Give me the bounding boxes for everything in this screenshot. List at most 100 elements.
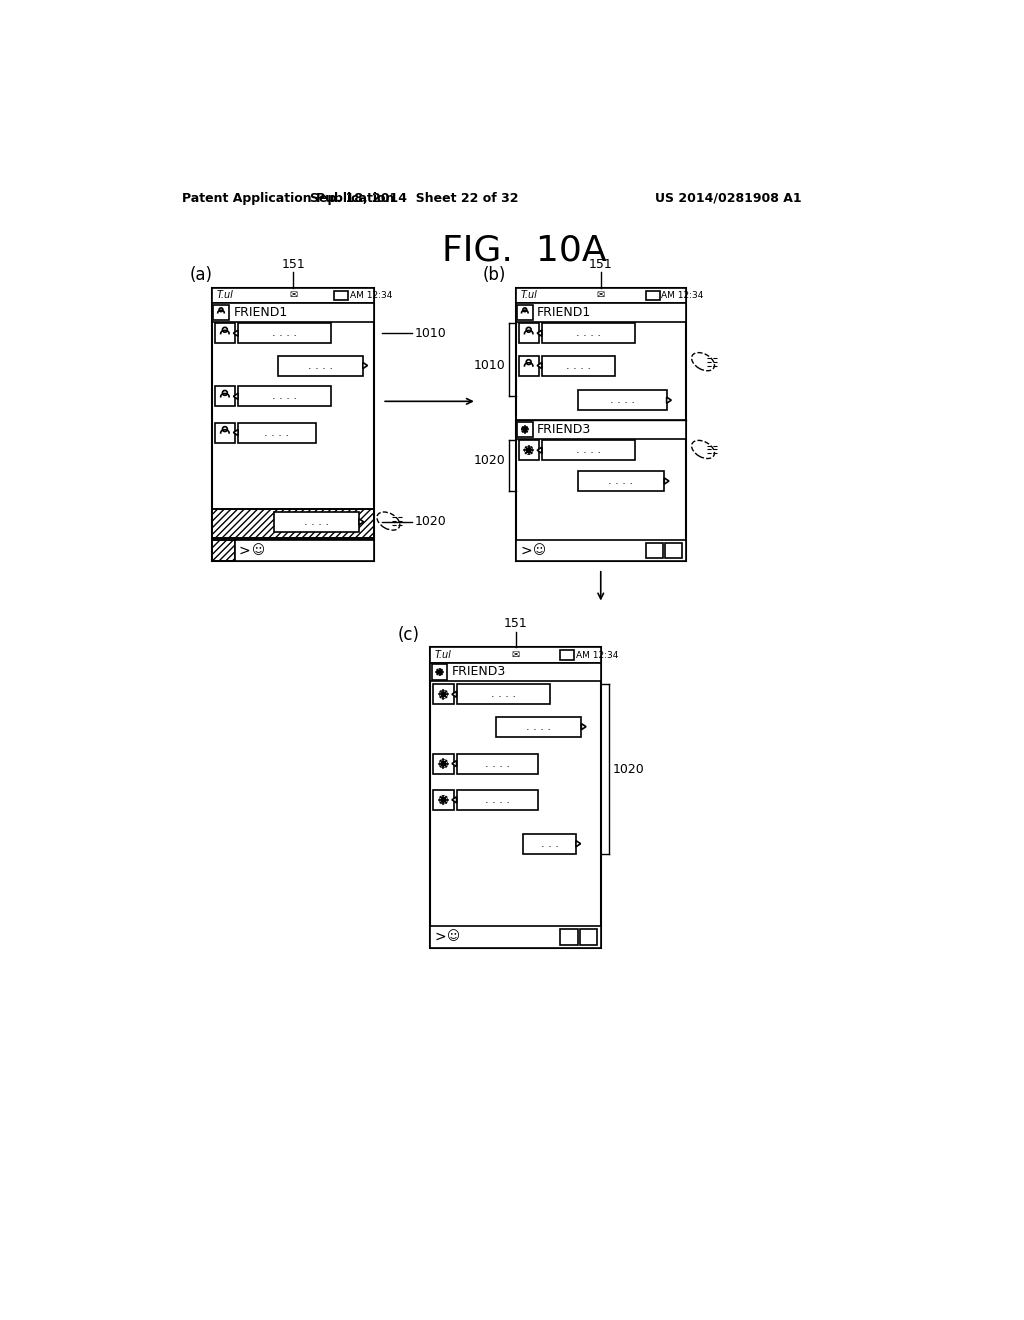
Text: . . . .: . . . .: [304, 517, 329, 527]
Text: ✉: ✉: [597, 290, 605, 301]
Text: 1010: 1010: [474, 359, 506, 372]
Bar: [515, 540, 686, 561]
Bar: [578, 391, 667, 411]
Text: 1010: 1010: [415, 326, 446, 339]
Bar: [215, 422, 234, 442]
Polygon shape: [452, 692, 457, 697]
Bar: [560, 929, 578, 945]
Bar: [518, 355, 539, 376]
Bar: [215, 387, 234, 407]
Text: . . . .: . . . .: [272, 391, 297, 401]
Text: ☺: ☺: [252, 544, 265, 557]
Bar: [542, 355, 615, 376]
Polygon shape: [452, 797, 457, 803]
Bar: [278, 355, 362, 376]
Bar: [457, 789, 538, 810]
Text: 151: 151: [282, 257, 305, 271]
Bar: [234, 540, 375, 561]
Text: (a): (a): [190, 267, 213, 284]
Text: FRIEND3: FRIEND3: [538, 422, 592, 436]
Text: FIG.  10A: FIG. 10A: [442, 234, 607, 268]
Polygon shape: [575, 841, 581, 847]
Bar: [542, 323, 635, 343]
Text: ☺: ☺: [532, 544, 546, 557]
Text: . . . .: . . . .: [575, 445, 601, 455]
Text: 151: 151: [504, 618, 527, 631]
Bar: [496, 717, 582, 737]
Text: . . . .: . . . .: [264, 428, 290, 437]
Text: . . . .: . . . .: [608, 477, 634, 486]
Text: . . . .: . . . .: [526, 722, 551, 731]
Bar: [238, 323, 331, 343]
Text: FRIEND3: FRIEND3: [452, 665, 506, 678]
Bar: [212, 508, 375, 539]
Bar: [234, 540, 375, 561]
Bar: [212, 508, 375, 539]
Bar: [238, 387, 331, 407]
Text: T.ul: T.ul: [520, 290, 537, 301]
Text: T.ul: T.ul: [216, 290, 233, 301]
Text: . . . .: . . . .: [566, 360, 591, 371]
Text: 1020: 1020: [415, 515, 446, 528]
Text: . . . .: . . . .: [609, 395, 635, 405]
Bar: [580, 929, 597, 945]
Polygon shape: [233, 429, 238, 436]
Polygon shape: [362, 363, 368, 368]
Bar: [212, 288, 375, 304]
Text: . . . .: . . . .: [272, 329, 297, 338]
Text: US 2014/0281908 A1: US 2014/0281908 A1: [655, 191, 802, 205]
Bar: [646, 543, 663, 558]
Bar: [430, 647, 601, 948]
Text: . . . .: . . . .: [575, 329, 601, 338]
Text: AM 12:34: AM 12:34: [662, 290, 703, 300]
Bar: [430, 647, 601, 663]
Bar: [560, 651, 574, 660]
Text: . . . .: . . . .: [307, 360, 333, 371]
Polygon shape: [538, 363, 542, 368]
Text: 1020: 1020: [474, 454, 506, 467]
Bar: [212, 540, 375, 561]
Bar: [433, 754, 454, 774]
Bar: [518, 441, 539, 461]
Polygon shape: [538, 447, 542, 453]
Text: 151: 151: [589, 257, 612, 271]
Bar: [215, 323, 234, 343]
Bar: [433, 684, 454, 705]
Text: FRIEND1: FRIEND1: [233, 306, 288, 319]
Bar: [432, 664, 447, 680]
Bar: [517, 422, 532, 437]
Text: >: >: [435, 929, 446, 944]
Text: (b): (b): [483, 267, 506, 284]
Bar: [518, 323, 539, 343]
Text: (c): (c): [397, 626, 420, 644]
Bar: [515, 420, 686, 438]
Bar: [212, 288, 375, 561]
Bar: [212, 304, 375, 322]
Text: T.ul: T.ul: [435, 649, 452, 660]
Bar: [212, 540, 375, 561]
Text: ✉: ✉: [289, 290, 297, 301]
Bar: [542, 441, 635, 461]
Polygon shape: [582, 723, 586, 730]
Text: >: >: [239, 544, 251, 557]
Text: AM 12:34: AM 12:34: [349, 290, 392, 300]
Text: Patent Application Publication: Patent Application Publication: [182, 191, 394, 205]
Text: Sep. 18, 2014  Sheet 22 of 32: Sep. 18, 2014 Sheet 22 of 32: [310, 191, 519, 205]
Bar: [430, 663, 601, 681]
Bar: [238, 422, 315, 442]
Text: . . .: . . .: [541, 838, 558, 849]
Bar: [457, 684, 550, 705]
Bar: [646, 290, 659, 300]
Polygon shape: [665, 478, 669, 484]
Bar: [517, 305, 532, 321]
Bar: [457, 754, 538, 774]
Text: . . . .: . . . .: [490, 689, 516, 700]
Bar: [430, 927, 601, 948]
Text: >: >: [520, 544, 531, 557]
Polygon shape: [538, 330, 542, 337]
Text: . . . .: . . . .: [484, 795, 510, 805]
Polygon shape: [667, 397, 672, 404]
Bar: [578, 471, 665, 491]
Bar: [523, 834, 575, 854]
Polygon shape: [359, 519, 364, 525]
